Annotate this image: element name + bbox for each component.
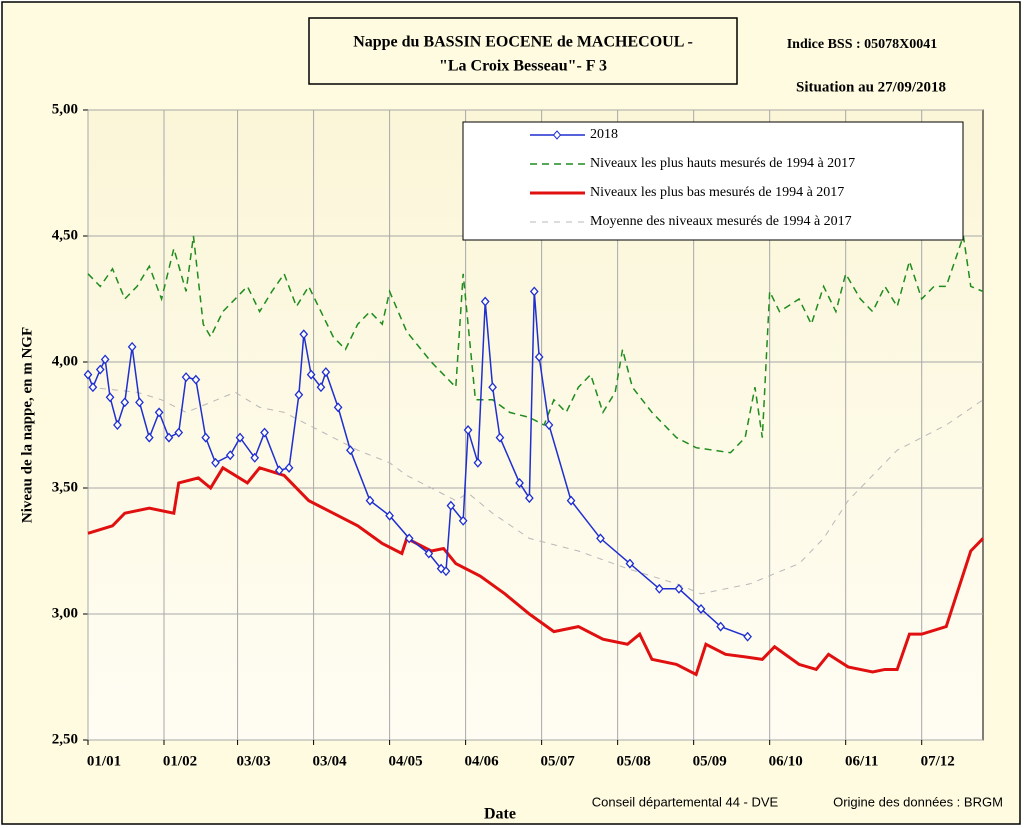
data-point [201,432,211,443]
situation-label: Situation au 27/09/2018 [796,79,946,95]
legend-marker [552,130,562,140]
data-point [654,583,664,594]
data-point [625,558,635,569]
series-line [87,235,984,454]
data-point [113,420,122,430]
data-point [294,389,304,400]
y-tick-label: 4,00 [52,353,78,369]
legend-label: Niveaux les plus bas mesurés de 1994 à 2… [590,185,844,200]
footer-origin: Origine des données : BRGM [833,794,1003,809]
x-tick-label: 04/05 [389,753,423,769]
data-point [88,382,98,393]
legend-items: 2018 Niveaux les plus hauts mesurés de 19… [530,127,855,229]
data-point [95,364,105,375]
data-point [488,382,497,393]
x-tick-label: 05/08 [617,753,651,769]
title-box [308,17,738,85]
data-point [284,462,294,473]
x-tick-label: 03/03 [236,753,270,769]
data-point [441,566,451,577]
y-tick-label: 2,50 [52,731,78,747]
legend [462,121,964,241]
data-point [250,452,260,463]
data-point [436,563,446,574]
x-tick-label: 05/07 [541,753,576,769]
series-line [87,386,984,595]
x-tick-label: 03/04 [313,753,348,769]
legend-label: 2018 [590,127,618,142]
data-point [515,477,524,488]
data-point [120,397,130,408]
data-point [333,402,343,413]
x-axis-title: Date [484,806,516,823]
data-point [306,369,316,380]
data-point [191,374,201,385]
x-tick-label: 04/06 [465,753,500,769]
legend-label: Niveaux les plus hauts mesurés de 1994 à… [590,156,855,171]
data-point [458,515,468,526]
data-point [127,341,137,352]
data-point [225,450,235,461]
data-point [566,495,576,506]
grid: 2,50 3,00 3,50 4,00 4,50 5,00 01/01 01/02 03/03 0… [52,101,983,769]
chart-title: Nappe du BASSIN EOCENE de MACHECOUL - [353,34,693,51]
data-point [473,457,483,468]
footer-source: Conseil départemental 44 - DVE [592,794,779,809]
data-point [83,369,93,380]
data-point [424,548,434,559]
y-tick-label: 4,50 [52,227,78,243]
series-line [87,465,985,677]
data-point [105,392,115,403]
data-point [463,425,473,436]
data-point [480,296,490,307]
x-tick-label: 06/11 [845,753,878,769]
x-tick-label: 07/12 [921,753,955,769]
y-tick-label: 3,50 [52,479,78,495]
data-point [321,367,331,378]
data-point [211,457,220,468]
index-label: Indice BSS : 05078X0041 [787,37,938,52]
x-tick-label: 01/02 [163,753,197,769]
data-point [144,432,154,443]
data-point [299,329,309,340]
data-point [743,631,752,642]
data-point [235,432,245,443]
x-tick-label: 01/01 [87,753,121,769]
data-point [100,354,110,365]
data-point [164,432,174,443]
data-point [365,495,375,506]
data-point [154,407,164,418]
data-point [674,583,684,594]
data-point [495,432,505,443]
data-point [385,510,394,521]
data-point [446,500,456,511]
x-tick-label: 05/09 [693,753,727,769]
data-point [316,382,326,393]
data-point [534,351,544,362]
data-point [135,397,144,408]
y-tick-label: 5,00 [52,101,78,117]
data-point [181,372,191,383]
data-point [404,533,414,544]
data-point [274,465,284,476]
data-point [529,286,539,297]
series-line [87,291,748,638]
series-layer [83,235,985,677]
data-point [260,427,269,438]
data-point [525,493,534,504]
data-point [346,445,355,456]
chart-title: "La Croix Besseau"- F 3 [439,58,607,75]
data-point [174,427,184,438]
y-axis-title: Niveau de la nappe, en m NGF [19,327,35,523]
data-point [696,603,706,614]
legend-label: Moyenne des niveaux mesurés de 1994 à 20… [590,214,852,229]
data-point [544,420,554,430]
x-tick-label: 06/10 [769,753,803,769]
data-point [596,533,605,544]
y-tick-label: 3,00 [52,605,78,621]
data-point [716,621,725,632]
